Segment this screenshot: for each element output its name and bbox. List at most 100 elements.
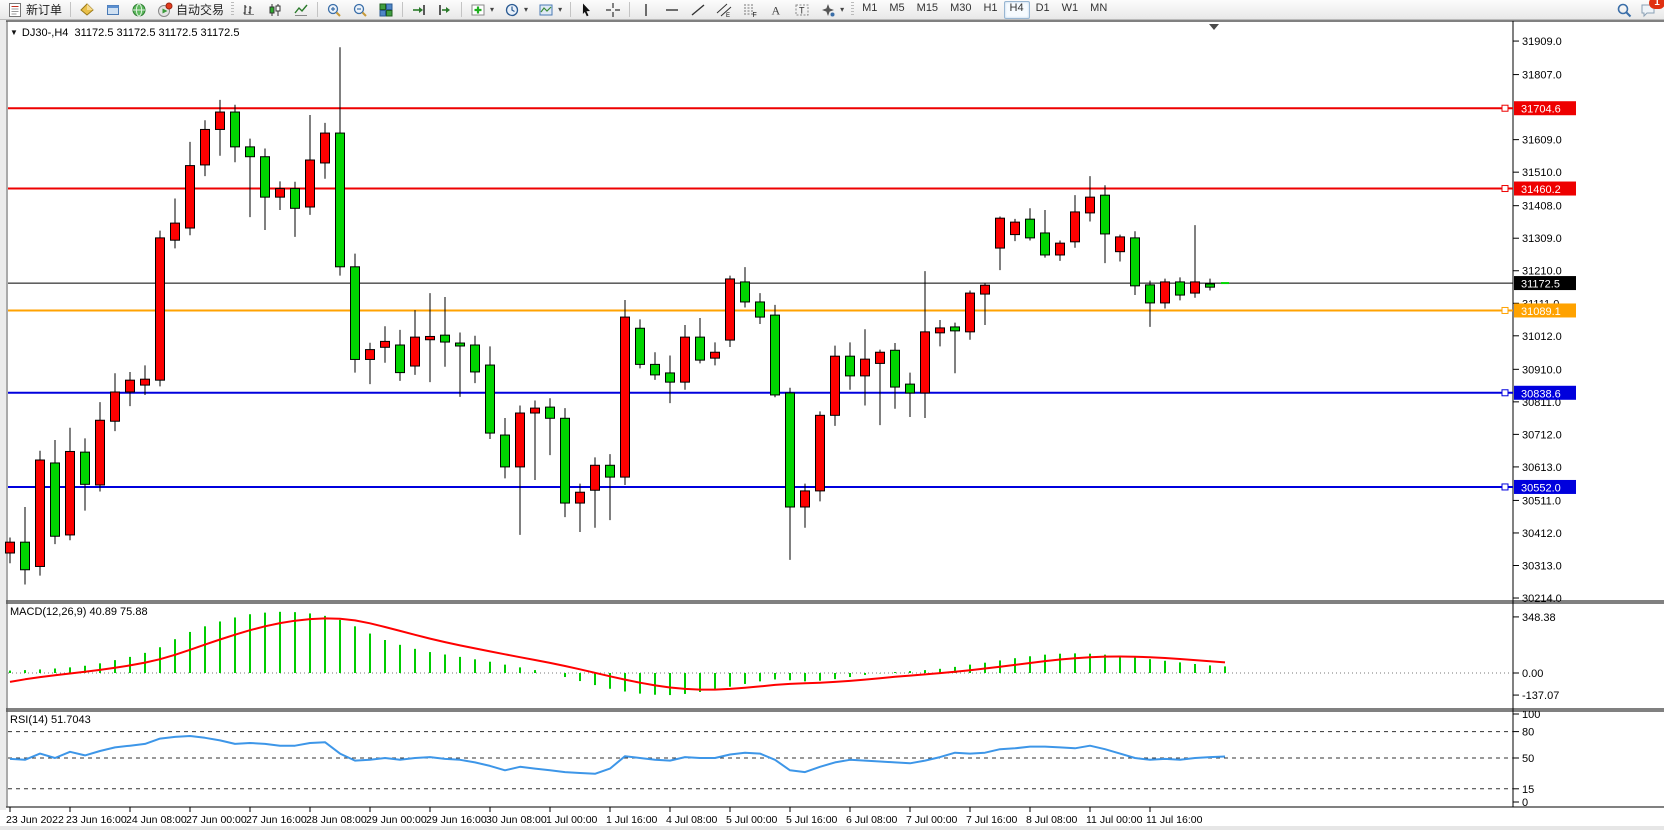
chart-window[interactable]: 31909.0 31807.0 31609.0 31510.0 31408.0 31309…: [0, 20, 1664, 830]
candle-body: [695, 336, 705, 361]
candle-body: [1190, 281, 1200, 294]
candle-body: [620, 316, 630, 478]
candle-body: [980, 284, 990, 295]
tab-timeframe-m5[interactable]: M5: [889, 1, 905, 14]
candle-body: [485, 364, 495, 434]
horizontal-line-tool-button[interactable]: [659, 0, 685, 20]
tile-windows-icon: [379, 3, 393, 16]
text-label-tool-button[interactable]: T: [789, 0, 815, 20]
hline-anchor[interactable]: [1501, 306, 1509, 314]
symbol-dropdown-icon[interactable]: ▼: [10, 28, 18, 37]
time-tick-label: 24 Jun 08:00: [126, 814, 187, 826]
fibonacci-tool-button[interactable]: F: [737, 0, 763, 20]
templates-button[interactable]: ▾: [533, 0, 567, 20]
time-tick-label: 29 Jun 00:00: [366, 814, 427, 826]
price-tick-label: 30214.0: [1522, 593, 1562, 605]
zoom-out-button[interactable]: [347, 0, 373, 20]
chevron-down-icon: ▾: [490, 5, 495, 14]
tab-timeframe-w1[interactable]: W1: [1061, 1, 1079, 14]
price-tick-label: 30811.0: [1522, 397, 1561, 409]
candle-body: [440, 334, 450, 343]
hline-anchor[interactable]: [1501, 185, 1509, 193]
candle-body: [1010, 221, 1020, 236]
candle-body: [230, 111, 240, 148]
line-chart-button[interactable]: [288, 0, 314, 20]
tab-timeframe-d1[interactable]: D1: [1035, 1, 1050, 14]
toolbar-grip: [851, 2, 855, 17]
price-tick-label: 31408.0: [1522, 201, 1562, 213]
zoom-in-icon: [327, 3, 341, 17]
candle-body: [725, 278, 735, 341]
autotrade-button[interactable]: 自动交易: [152, 0, 229, 20]
chat-button[interactable]: 1: [1640, 0, 1664, 18]
chart-shift-button[interactable]: [432, 0, 458, 20]
indicators-button[interactable]: ▾: [465, 0, 499, 20]
chevron-down-icon: ▾: [524, 5, 529, 14]
arrows-icon: [822, 3, 835, 16]
templates-icon: [539, 4, 553, 15]
window-left-edge: [0, 20, 6, 830]
fibonacci-icon: F: [744, 4, 757, 18]
data-window-button[interactable]: [100, 0, 126, 20]
equidistant-channel-tool-button[interactable]: E: [711, 0, 737, 20]
tab-timeframe-m1[interactable]: M1: [862, 1, 878, 14]
candle-body: [935, 327, 945, 334]
rsi-tick-label: 100: [1522, 709, 1540, 721]
candle-body: [605, 464, 615, 478]
tab-timeframe-h4[interactable]: H4: [1003, 0, 1030, 19]
time-tick-label: 6 Jul 08:00: [846, 814, 898, 826]
cursor-tool-button[interactable]: [574, 0, 600, 20]
cursor-icon: [582, 3, 591, 16]
search-icon[interactable]: [1616, 2, 1632, 18]
candle-body: [635, 327, 645, 365]
market-watch-button[interactable]: [74, 0, 100, 20]
level-price-label: [1514, 101, 1576, 116]
toolbar-separator: [629, 2, 631, 17]
candle-body: [590, 464, 600, 491]
tab-timeframe-mn[interactable]: MN: [1090, 1, 1108, 14]
auto-scroll-button[interactable]: [406, 0, 432, 20]
navigator-button[interactable]: [126, 0, 152, 20]
chart-title-ohlc: 31172.5 31172.5 31172.5 31172.5: [74, 27, 240, 39]
zoom-in-button[interactable]: [321, 0, 347, 20]
chart-canvas[interactable]: 31909.0 31807.0 31609.0 31510.0 31408.0 31309…: [0, 20, 1664, 830]
vertical-line-tool-button[interactable]: [633, 0, 659, 20]
tile-windows-button[interactable]: [373, 0, 399, 20]
time-tick-label: 28 Jun 08:00: [306, 814, 367, 826]
rsi-tick-label: 15: [1522, 784, 1534, 796]
chevron-down-icon: ▾: [840, 5, 845, 14]
chart-shift-marker[interactable]: [1209, 24, 1219, 30]
toolbar-grip: [231, 2, 235, 17]
rsi-line: [9, 735, 1226, 775]
trendline-tool-button[interactable]: [685, 0, 711, 20]
macd-tick-label: 348.38: [1522, 612, 1556, 624]
candle-body: [845, 355, 855, 377]
tab-timeframe-m15[interactable]: M15: [916, 1, 939, 14]
macd-tick-label: -137.07: [1522, 690, 1559, 702]
periods-button[interactable]: ▾: [499, 0, 533, 20]
candle-body: [800, 490, 810, 508]
text-tool-button[interactable]: A: [763, 0, 789, 20]
price-tick-label: 31510.0: [1522, 167, 1562, 179]
candle-body: [155, 237, 165, 381]
hline-anchor[interactable]: [1501, 389, 1509, 397]
candle-body: [530, 407, 540, 414]
chart-background: [0, 20, 1664, 830]
time-tick-label: 27 Jun 16:00: [246, 814, 307, 826]
hline-anchor[interactable]: [1501, 104, 1509, 112]
chevron-down-icon: ▾: [558, 5, 563, 14]
hline-anchor[interactable]: [1501, 483, 1509, 491]
navigator-icon: [132, 3, 146, 16]
chart-shift-icon: [439, 4, 451, 15]
crosshair-tool-button[interactable]: [600, 0, 626, 20]
candlestick-chart-button[interactable]: [262, 0, 288, 20]
tab-timeframe-m30[interactable]: M30: [950, 1, 972, 14]
tab-timeframe-h1[interactable]: H1: [983, 1, 998, 14]
arrows-tool-button[interactable]: ▾: [815, 0, 849, 20]
level-price-label: [1514, 181, 1576, 196]
bar-chart-button[interactable]: [236, 0, 262, 20]
candle-body: [410, 336, 420, 367]
new-order-button[interactable]: 新订单: [2, 0, 67, 20]
price-tick-label: 30412.0: [1522, 528, 1562, 540]
candle-body: [1025, 218, 1035, 239]
